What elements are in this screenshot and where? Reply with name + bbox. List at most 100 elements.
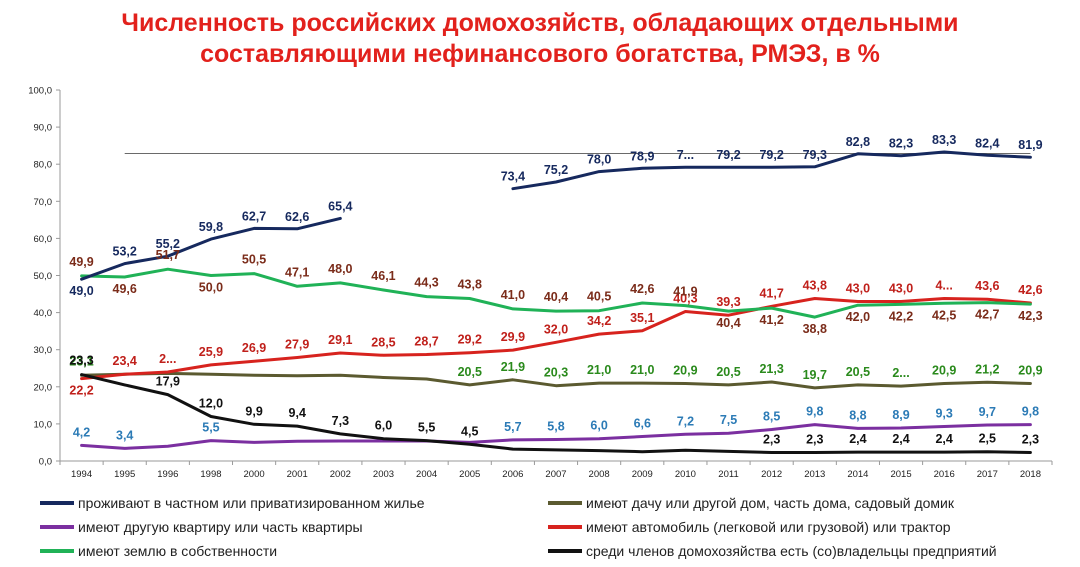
series-car-data-label: 43,0: [889, 281, 913, 295]
x-tick-label: 2011: [718, 469, 738, 480]
series-land-data-label: 42,2: [889, 309, 913, 323]
series-private-housing-data-label: 73,4: [501, 170, 525, 184]
legend-item-business-owners: среди членов домохозяйства есть (со)влад…: [548, 540, 997, 562]
series-private-housing-data-label: 78,0: [587, 153, 611, 167]
series-car-data-label: 43,6: [975, 279, 999, 293]
x-tick-label: 2014: [847, 469, 868, 480]
series-land-data-label: 47,1: [285, 265, 309, 279]
series-private-housing-data-label: 7...: [677, 148, 694, 162]
x-tick-label: 2012: [761, 469, 782, 480]
series-dacha-data-label: 20,5: [458, 365, 482, 379]
series-dacha-data-label: 21,0: [630, 363, 654, 377]
series-land-data-label: 42,5: [932, 308, 956, 322]
series-land-data-label: 50,5: [242, 253, 266, 267]
y-tick-label: 100,0: [28, 86, 52, 97]
series-business-owners-line: [80, 373, 1032, 454]
chart-title-line-1: Численность российских домохозяйств, обл…: [121, 9, 959, 37]
x-tick-label: 2003: [373, 469, 394, 480]
series-private-housing-data-label: 53,2: [113, 245, 137, 259]
series-dacha-data-label: 20,9: [673, 363, 697, 377]
series-car-data-label: 43,0: [846, 281, 870, 295]
series-land-data-label: 49,6: [113, 282, 137, 296]
legend-item-car: имеют автомобиль (легковой или грузовой)…: [548, 516, 951, 538]
legend-swatch: [40, 549, 74, 553]
series-private-housing-data-label: 75,2: [544, 163, 568, 177]
series-business-owners-data-label: 2,4: [849, 432, 866, 446]
series-other-apartment-data-label: 7,5: [720, 413, 737, 427]
series-private-housing-data-label: 82,8: [846, 135, 870, 149]
legend-label: имеют автомобиль (легковой или грузовой)…: [586, 519, 951, 535]
series-business-owners-data-label: 2,3: [1022, 432, 1039, 446]
series-other-apartment-data-label: 3,4: [116, 428, 133, 442]
series-other-apartment-data-label: 5,5: [202, 421, 219, 435]
legend-swatch: [548, 525, 582, 529]
y-tick-label: 90,0: [34, 123, 53, 134]
legend-item-private-housing: проживают в частном или приватизированно…: [40, 492, 425, 514]
series-business-owners-data-label: 4,5: [461, 424, 478, 438]
chart-title: Численность российских домохозяйств, обл…: [0, 8, 1080, 70]
series-dacha-data-label: 20,9: [932, 363, 956, 377]
series-other-apartment-data-label: 6,6: [634, 417, 651, 431]
series-land-line: [80, 267, 1032, 319]
x-tick-label: 2005: [459, 469, 480, 480]
y-tick-label: 70,0: [34, 197, 53, 208]
series-car-data-label: 29,2: [458, 333, 482, 347]
series-business-owners-data-label: 7,3: [332, 414, 349, 428]
series-private-housing-data-label: 62,6: [285, 210, 309, 224]
series-land-data-label: 42,7: [975, 308, 999, 322]
y-tick-label: 60,0: [34, 234, 53, 245]
series-land-data-label: 42,3: [1018, 309, 1042, 323]
legend-swatch: [40, 525, 74, 529]
series-other-apartment-data-label: 8,8: [849, 408, 866, 422]
series-dacha-data-label: 23,1: [69, 354, 93, 368]
series-car-data-label: 27,9: [285, 337, 309, 351]
legend-swatch: [548, 501, 582, 505]
series-car-data-label: 29,9: [501, 330, 525, 344]
series-land-data-label: 42,6: [630, 282, 654, 296]
series-land-data-label: 40,4: [544, 290, 568, 304]
series-other-apartment-data-label: 5,8: [547, 419, 564, 433]
x-tick-label: 2006: [502, 469, 523, 480]
x-tick-label: 2015: [890, 469, 911, 480]
legend-label: среди членов домохозяйства есть (со)влад…: [586, 543, 997, 559]
series-car-data-label: 4...: [935, 279, 952, 293]
series-car-data-label: 22,2: [69, 384, 93, 398]
series-dacha-data-label: 20,3: [544, 366, 568, 380]
series-car-data-label: 39,3: [716, 295, 740, 309]
series-land-data-label: 44,3: [414, 276, 438, 290]
series-land-data-label: 41,9: [673, 285, 697, 299]
series-dacha-line: [80, 371, 1032, 390]
series-car-data-label: 35,1: [630, 311, 654, 325]
series-business-owners-data-label: 2,4: [935, 432, 952, 446]
series-business-owners-data-label: 5,5: [418, 421, 435, 435]
y-tick-label: 10,0: [34, 419, 53, 430]
series-car-data-label: 23,4: [113, 354, 137, 368]
series-business-owners-data-label: 2,4: [892, 432, 909, 446]
series-private-housing-data-label: 49,0: [69, 284, 93, 298]
series-dacha-data-label: 20,5: [716, 365, 740, 379]
series-private-housing-data-label: 82,4: [975, 136, 999, 150]
series-car-data-label: 34,2: [587, 314, 611, 328]
y-tick-label: 20,0: [34, 382, 53, 393]
series-land-data-label: 41,0: [501, 288, 525, 302]
series-car-data-label: 26,9: [242, 341, 266, 355]
series-dacha-data-label: 21,2: [975, 362, 999, 376]
x-tick-label: 2008: [589, 469, 610, 480]
series-other-apartment-data-label: 4,2: [73, 425, 90, 439]
x-tick-label: 2007: [545, 469, 566, 480]
legend-label: имеют землю в собственности: [78, 543, 278, 559]
x-tick-label: 1995: [114, 469, 135, 480]
series-business-owners-data-label: 2,3: [763, 432, 780, 446]
line-chart: 0,0 10,0 20,0 30,0 40,0 50,0 60,0 70,0 80,0 90,0 1…: [28, 86, 1053, 480]
series-private-housing-data-label: 55,2: [156, 237, 180, 251]
series-car-line: [80, 297, 1032, 381]
chart-title-line-2: составляющими нефинансового богатства, Р…: [200, 40, 880, 68]
series-other-apartment-data-label: 9,3: [935, 406, 952, 420]
series-land-data-label: 50,0: [199, 281, 223, 295]
legend-swatch: [40, 501, 74, 505]
series-land-data-label: 42,0: [846, 310, 870, 324]
series-other-apartment-data-label: 5,7: [504, 420, 521, 434]
x-tick-label: 2010: [675, 469, 696, 480]
series-business-owners-data-label: 23,3: [69, 354, 93, 368]
x-tick-label: 2000: [244, 469, 265, 480]
